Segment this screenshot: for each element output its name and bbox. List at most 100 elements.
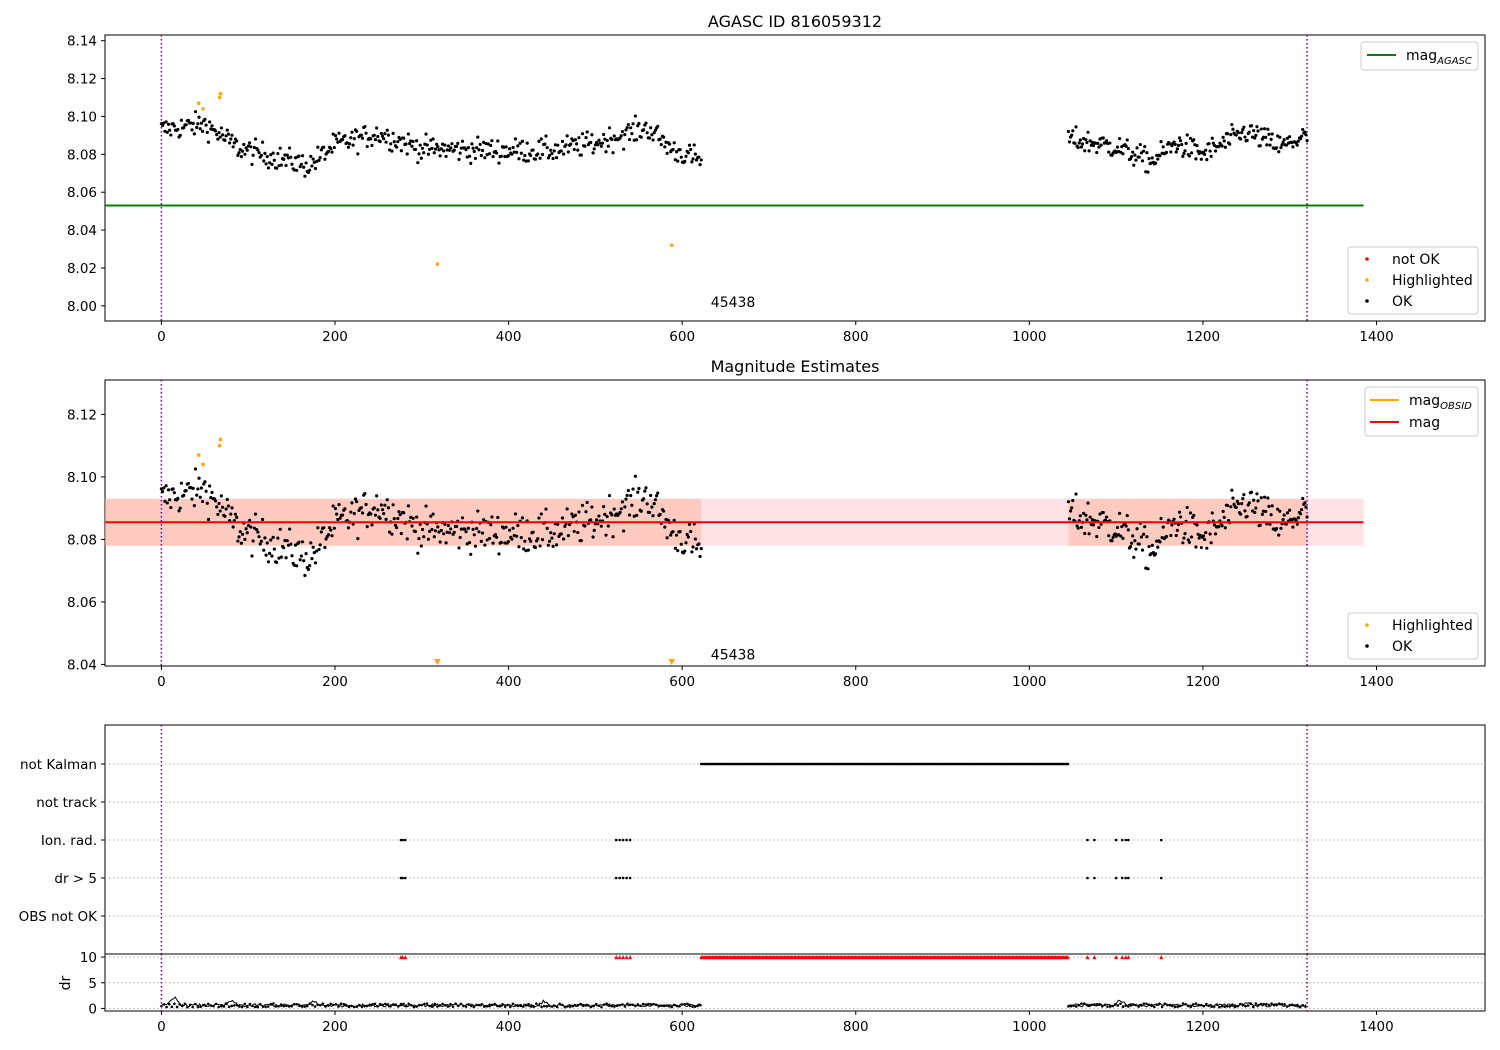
p2-ok-point [1295, 522, 1299, 526]
p2-ok-point [471, 527, 475, 531]
p2-ok-point [258, 542, 262, 546]
p4-dr-point [295, 1002, 299, 1006]
p2-ok-point [652, 502, 656, 506]
p2-ok-point [1208, 532, 1212, 536]
p1-ok-point [476, 135, 480, 139]
p1-ok-point [1252, 129, 1256, 133]
p2-ok-point [416, 551, 420, 555]
p2-ok-point [1260, 512, 1264, 516]
p1-ok-point [1199, 157, 1203, 161]
p1-ok-point [545, 146, 549, 150]
p4-dr-point [355, 1005, 358, 1008]
p4-dr-point [501, 1003, 504, 1006]
p4-dr-point [1202, 1004, 1206, 1008]
p2-ok-point [410, 524, 414, 528]
p1-ok-point [370, 143, 374, 148]
p1-ok-point [230, 133, 234, 137]
p1-ok-point [425, 143, 429, 147]
p2-ok-point [479, 539, 483, 543]
p2-ok-point [663, 525, 667, 529]
dr-panel: 0 5 10 dr 0 200 400 600 800 1000 1200 1400 [58, 950, 1486, 1035]
p1-ok-point [625, 126, 629, 130]
p1-ok-point [526, 159, 530, 163]
p2-ok-point [383, 503, 387, 507]
p1-ok-point [619, 134, 623, 138]
p4-dr-point [594, 1002, 598, 1006]
p1-ok-point [391, 131, 395, 135]
p4-dr-point [477, 1003, 481, 1007]
p2-ok-point [184, 488, 188, 493]
p2-ok-point [1119, 534, 1123, 538]
p4-dr-point [350, 1004, 353, 1008]
p2-ok-point [326, 533, 331, 537]
p2-ok-point [353, 497, 358, 501]
p4-dr-point [691, 1005, 694, 1009]
p2-ok-point [282, 546, 286, 550]
p1-ok-point [1083, 149, 1087, 153]
p2-ok-point [1198, 533, 1202, 537]
p2-ok-point [1212, 523, 1217, 527]
p1-ok-point [266, 166, 271, 170]
p4-dr-point [597, 1004, 601, 1008]
p4-dr-point [402, 1002, 405, 1006]
p4-dr-point [423, 1002, 426, 1006]
p4-dr-point [1251, 1005, 1255, 1009]
p4-dr-point [1134, 1003, 1138, 1007]
p1-ok-point [418, 143, 422, 147]
p1-ok-point [656, 124, 660, 128]
p2-ok-point [1258, 523, 1262, 527]
p2-ok-point [1133, 539, 1137, 543]
p2-ok-point [436, 525, 440, 529]
p1-ok-point [452, 148, 456, 152]
p4-dr-point [662, 1004, 666, 1007]
p2-ok-point [583, 524, 587, 528]
p2-ok-point [239, 541, 243, 545]
p2-ok-point [1300, 507, 1304, 512]
p2-ok-point [427, 529, 432, 533]
p1-ok-point [620, 129, 625, 134]
p2-ok-point [355, 499, 359, 504]
p1-ok-point [457, 157, 461, 162]
p1-ok-point [679, 155, 683, 159]
p2-ok-point [375, 494, 379, 498]
p1-ok-point [176, 127, 180, 132]
p2-ok-point [406, 504, 411, 508]
p4-dr-point [1171, 1003, 1174, 1007]
p1-ok-point [1087, 149, 1091, 153]
p4-dr-point [667, 1004, 671, 1008]
p2-ok-point [1175, 528, 1179, 532]
p4-dr-point [649, 1003, 653, 1006]
p4-dr-point [639, 1004, 642, 1008]
p1-ok-point [271, 151, 275, 155]
p1-ok-point [389, 142, 393, 146]
p1-ok-point [472, 149, 476, 154]
p2-ok-point [570, 512, 574, 516]
p1-ok-point [698, 163, 702, 167]
p2-ok-point [1192, 513, 1196, 517]
p2-ok-point [1074, 492, 1078, 496]
p4-clipped-marker [617, 955, 622, 960]
p1-y-tick-label: 8.14 [67, 34, 97, 50]
p4-dr-point [1074, 1005, 1078, 1008]
p2-ok-point [554, 543, 559, 547]
p2-ok-point [697, 542, 701, 546]
p4-dr-point [665, 1004, 668, 1007]
p2-ok-point [160, 490, 165, 494]
p4-dr-point [498, 1004, 502, 1008]
p1-ok-point [524, 159, 528, 163]
p2-ok-point [1071, 499, 1075, 503]
p1-ok-point [243, 152, 247, 156]
p1-ok-point [244, 146, 248, 150]
p4-dr-point [308, 1002, 312, 1005]
p1-ok-point [1291, 145, 1295, 149]
p2-ok-point [620, 500, 625, 504]
p1-ok-point [633, 114, 638, 118]
p4-dr-point [430, 1005, 434, 1008]
p2-ok-point [536, 537, 540, 541]
p1-ok-point [424, 132, 428, 136]
p1-ok-point [413, 147, 418, 152]
p4-dr-point [542, 1004, 546, 1008]
p2-ok-point [523, 539, 527, 543]
p4-dr-point [490, 1003, 494, 1007]
